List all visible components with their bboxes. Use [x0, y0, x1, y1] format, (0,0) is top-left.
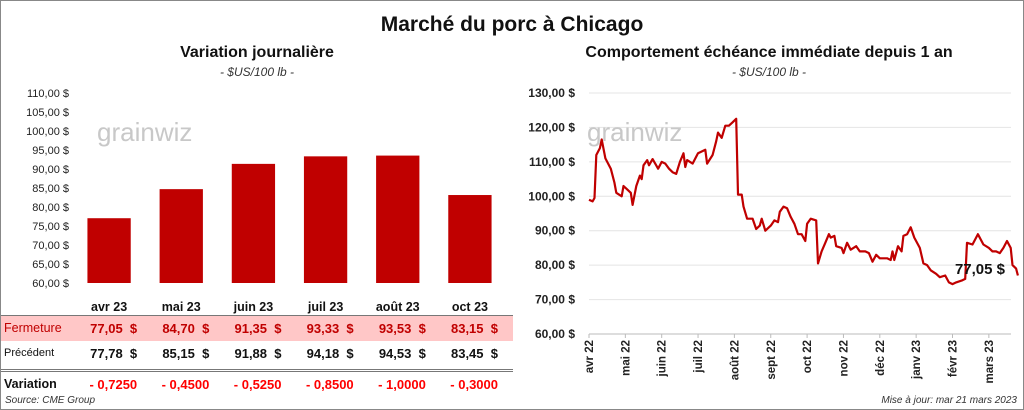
y-tick-label: 85,00 $ [32, 183, 69, 195]
x-tick-label: juil 22 [693, 340, 705, 374]
price-table: Fermeture 77,05 $ 84,70 $ 91,35 $ 93,33 $ 93,… [1, 315, 513, 397]
table-cell: 94,53 $ [378, 346, 426, 361]
bar-oct-23 [448, 195, 492, 283]
y-tick-label: 70,00 $ [32, 240, 69, 252]
x-tick-label: nov 22 [838, 340, 850, 376]
table-cell: - 0,4500 [161, 377, 210, 392]
table-cell: 84,70 $ [162, 321, 210, 336]
x-tick-label: juil 23 [307, 300, 343, 314]
y-tick-label: 65,00 $ [32, 259, 69, 271]
bar-mai-23 [159, 189, 203, 283]
table-cell: 93,53 $ [378, 321, 426, 336]
row-label: Fermeture [4, 321, 62, 335]
table-cell: 94,18 $ [306, 346, 354, 361]
bar-juin-23 [231, 163, 276, 283]
x-tick-label: déc 22 [875, 340, 887, 376]
update-note: Mise à jour: mar 21 mars 2023 [881, 395, 1017, 406]
y-tick-label: 70,00 $ [535, 293, 575, 307]
bar-juil-23 [303, 156, 348, 283]
y-tick-label: 90,00 $ [535, 224, 575, 238]
table-cell: - 0,3000 [450, 377, 498, 392]
y-tick-label: 110,00 $ [27, 88, 69, 100]
y-tick-label: 75,00 $ [32, 221, 69, 233]
source-note: Source: CME Group [5, 395, 96, 406]
watermark-logo: grainwiz [587, 117, 682, 147]
table-cell: - 0,8500 [305, 377, 354, 392]
table-cell: 85,15 $ [162, 346, 210, 361]
y-tick-label: 105,00 $ [26, 107, 69, 119]
table-row-précédent: Précédent 77,78 $ 85,15 $ 91,88 $ 94,18 $ 94,… [1, 341, 513, 366]
table-row-fermeture: Fermeture 77,05 $ 84,70 $ 91,35 $ 93,33 $ 93,… [1, 315, 513, 342]
table-cell: - 1,0000 [378, 377, 426, 392]
table-cell: 77,05 $ [90, 321, 138, 336]
x-tick-label: janv 23 [911, 340, 923, 380]
bar-avr-23 [87, 218, 131, 283]
y-tick-label: 130,00 $ [528, 86, 575, 100]
x-tick-label: juin 22 [657, 340, 669, 377]
price-line [588, 117, 1019, 286]
x-tick-label: mars 23 [984, 340, 996, 383]
table-cell: 77,78 $ [90, 346, 138, 361]
x-tick-label: août 23 [376, 300, 420, 314]
watermark-logo: grainwiz [97, 117, 192, 147]
page-title: Marché du porc à Chicago [380, 13, 644, 36]
row-label: Précédent [4, 347, 55, 359]
x-tick-label: mai 22 [620, 340, 632, 376]
y-tick-label: 60,00 $ [535, 327, 575, 341]
x-tick-label: mai 23 [162, 300, 201, 314]
table-cell: - 0,5250 [233, 377, 282, 392]
row-label: Variation [4, 377, 57, 391]
y-tick-label: 100,00 $ [528, 189, 575, 203]
last-price-label: 77,05 $ [955, 261, 1006, 278]
x-tick-label: sept 22 [766, 340, 778, 380]
y-tick-label: 120,00 $ [528, 120, 575, 134]
bar-chart-unit: - $US/100 lb - [219, 65, 295, 79]
y-tick-label: 95,00 $ [32, 145, 69, 157]
y-tick-label: 90,00 $ [32, 164, 69, 176]
table-cell: 91,35 $ [234, 321, 282, 336]
y-tick-label: 60,00 $ [32, 278, 69, 290]
y-tick-label: 80,00 $ [535, 258, 575, 272]
y-tick-label: 110,00 $ [529, 155, 575, 169]
table-cell: 83,45 $ [450, 346, 498, 361]
x-tick-label: oct 22 [802, 340, 814, 373]
line-chart-title: Comportement échéance immédiate depuis 1… [585, 44, 953, 61]
line-chart: 60,00 $ 70,00 $ 80,00 $ 90,00 $ 100,00 $ 110,… [528, 86, 1019, 383]
x-tick-label: oct 23 [452, 300, 488, 314]
x-tick-label: févr 23 [948, 340, 960, 377]
x-tick-label: avr 23 [91, 300, 127, 314]
x-tick-label: juin 23 [233, 300, 274, 314]
table-cell: 93,33 $ [306, 321, 354, 336]
bar-chart: 60,00 $ 65,00 $ 70,00 $ 75,00 $ 80,00 $ 85,00… [26, 88, 492, 314]
line-chart-unit: - $US/100 lb - [731, 65, 807, 79]
table-cell: 83,15 $ [450, 321, 498, 336]
table-cell: - 0,7250 [89, 377, 138, 392]
table-row-variation: Variation - 0,7250 - 0,4500 - 0,5250 - 0,850… [1, 369, 513, 397]
y-tick-label: 80,00 $ [32, 202, 69, 214]
bar-août-23 [376, 155, 420, 283]
bar-chart-title: Variation journalière [180, 44, 334, 61]
x-tick-label: août 22 [729, 340, 741, 380]
table-cell: 91,88 $ [234, 346, 282, 361]
x-tick-label: avr 22 [584, 340, 596, 373]
y-tick-label: 100,00 $ [26, 126, 69, 138]
